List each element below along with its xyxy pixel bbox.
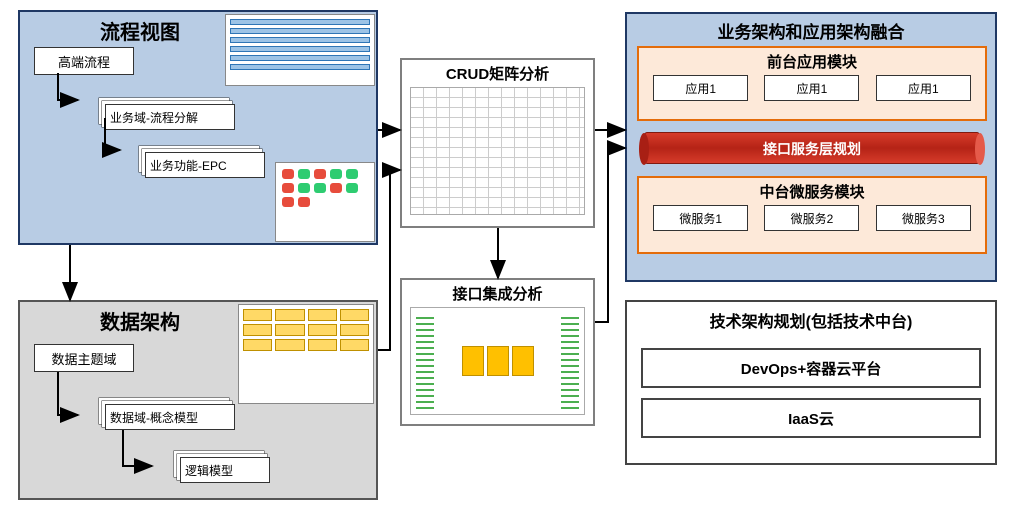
pv-thumbnail-epc — [275, 162, 375, 242]
intf-thumbnail — [410, 307, 585, 415]
intf-panel: 接口集成分析 — [400, 278, 595, 426]
midend-svc-3: 微服务3 — [876, 205, 971, 231]
tech-title: 技术架构规划(包括技术中台) — [627, 302, 995, 338]
pv-box-epc: 业务功能-EPC — [145, 152, 265, 178]
data-arch-panel: 数据架构 数据主题域 数据域-概念模型 逻辑模型 — [18, 300, 378, 500]
tech-arch-panel: 技术架构规划(包括技术中台) DevOps+容器云平台 IaaS云 — [625, 300, 997, 465]
tech-layer-iaas: IaaS云 — [641, 398, 981, 438]
crud-thumbnail — [410, 87, 585, 215]
frontend-subtitle: 前台应用模块 — [639, 48, 985, 75]
crud-title: CRUD矩阵分析 — [402, 60, 593, 87]
midend-module-panel: 中台微服务模块 微服务1 微服务2 微服务3 — [637, 176, 987, 254]
pv-box-domain: 业务域-流程分解 — [105, 104, 235, 130]
da-box-logic: 逻辑模型 — [180, 457, 270, 483]
process-view-panel: 流程视图 高端流程 业务域-流程分解 业务功能-EPC — [18, 10, 378, 245]
interface-service-cylinder: 接口服务层规划 — [641, 132, 983, 164]
pv-box-highend: 高端流程 — [34, 47, 134, 75]
midend-svc-1: 微服务1 — [653, 205, 748, 231]
da-box-concept: 数据域-概念模型 — [105, 404, 235, 430]
frontend-app-1: 应用1 — [653, 75, 748, 101]
frontend-app-2: 应用1 — [764, 75, 859, 101]
midend-subtitle: 中台微服务模块 — [639, 178, 985, 205]
frontend-module-panel: 前台应用模块 应用1 应用1 应用1 — [637, 46, 987, 121]
fusion-title: 业务架构和应用架构融合 — [627, 14, 995, 47]
arrow-data_arch-to-crud — [378, 170, 400, 350]
frontend-app-3: 应用1 — [876, 75, 971, 101]
midend-svc-2: 微服务2 — [764, 205, 859, 231]
arrow-intf-to-fusion_cylinder — [595, 148, 625, 322]
crud-panel: CRUD矩阵分析 — [400, 58, 595, 228]
fusion-panel: 业务架构和应用架构融合 前台应用模块 应用1 应用1 应用1 接口服务层规划 中… — [625, 12, 997, 282]
da-box-subject: 数据主题域 — [34, 344, 134, 372]
pv-thumbnail-form — [225, 14, 375, 86]
tech-layer-devops: DevOps+容器云平台 — [641, 348, 981, 388]
intf-title: 接口集成分析 — [402, 280, 593, 307]
da-thumbnail — [238, 304, 374, 404]
